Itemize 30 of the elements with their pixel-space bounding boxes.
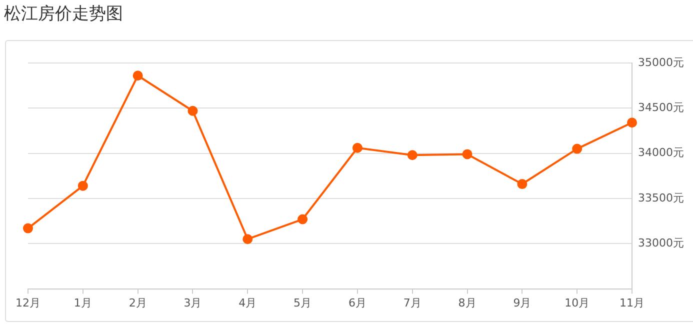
point: [242, 234, 253, 244]
point: [23, 223, 33, 234]
y-tick-label: 35000元: [638, 56, 684, 69]
point: [407, 150, 418, 160]
x-tick-label: 6月: [348, 296, 366, 310]
x-tick-label: 10月: [564, 296, 590, 310]
point: [572, 144, 582, 154]
x-tick-label: 2月: [128, 296, 147, 310]
x-tick-label: 1月: [74, 296, 92, 310]
x-tick-label: 8月: [458, 296, 476, 310]
x-tick-label: 11月: [620, 296, 645, 310]
x-tick-label: 5月: [294, 296, 312, 310]
point: [352, 142, 362, 153]
x-tick-label: 12月: [16, 296, 40, 310]
y-tick-label: 33500元: [638, 191, 684, 204]
point: [132, 70, 143, 81]
point: [298, 214, 308, 224]
y-tick-label: 33000元: [638, 236, 684, 250]
x-tick-label: 4月: [238, 296, 257, 310]
point: [78, 180, 88, 191]
chart-title: 松江房价走势图: [4, 3, 123, 25]
point: [627, 118, 638, 128]
x-tick-label: 3月: [184, 296, 202, 310]
y-tick-label: 34000元: [638, 146, 684, 160]
y-tick-label: 34500元: [638, 101, 684, 114]
point: [188, 106, 198, 116]
point: [517, 179, 528, 190]
x-tick-label: 9月: [513, 296, 532, 310]
point: [462, 149, 472, 160]
x-tick-label: 7月: [403, 296, 422, 310]
